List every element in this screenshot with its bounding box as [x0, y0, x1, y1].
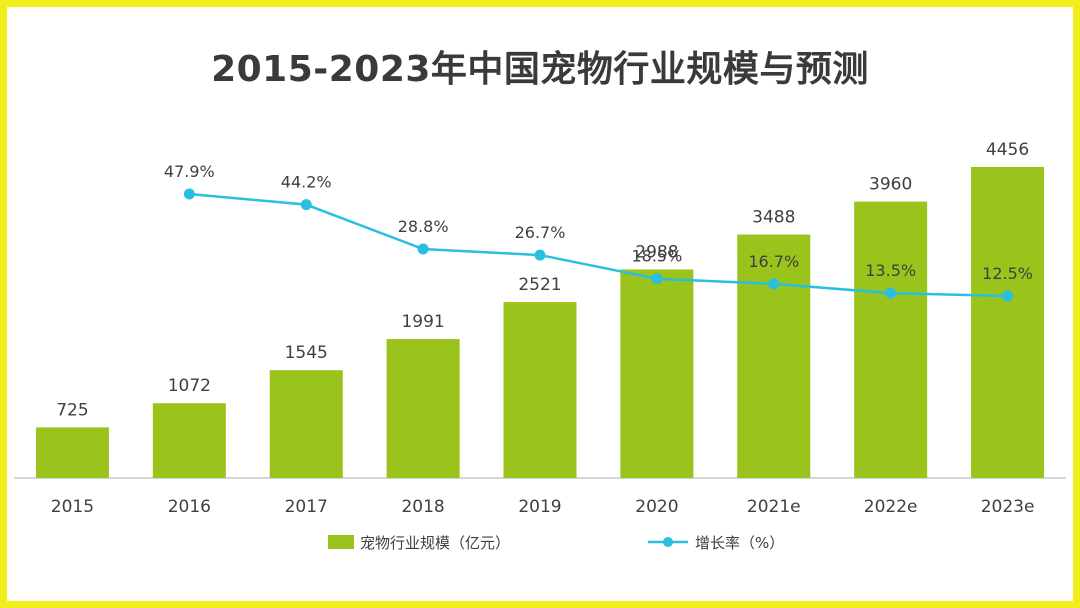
bar-value-label: 1545	[285, 343, 328, 363]
growth-rate-label: 12.5%	[982, 264, 1033, 283]
growth-rate-point	[534, 249, 546, 261]
growth-rate-label: 44.2%	[281, 173, 332, 192]
x-tick-label: 2019	[518, 497, 561, 517]
x-tick-label: 2015	[51, 497, 94, 517]
bar-2019	[503, 302, 577, 478]
legend-line-marker	[663, 537, 673, 547]
bar-value-label: 2988	[635, 242, 678, 262]
bar-2015	[35, 427, 109, 478]
bar-value-label: 4456	[986, 140, 1029, 160]
bar-2023e	[971, 167, 1045, 478]
x-tick-label: 2022e	[864, 497, 918, 517]
line-layer	[183, 188, 1014, 302]
growth-rate-point	[300, 199, 312, 211]
x-tick-label: 2020	[635, 497, 678, 517]
bar-value-label: 1991	[401, 312, 444, 332]
bar-2020	[620, 269, 694, 478]
bar-2018	[386, 339, 460, 478]
growth-rate-point	[768, 278, 780, 290]
x-tick-label: 2021e	[747, 497, 801, 517]
bar-2017	[269, 370, 343, 478]
legend-line-label: 增长率（%）	[695, 534, 784, 552]
legend-bar-swatch	[328, 535, 354, 549]
bar-value-label: 2521	[518, 275, 561, 295]
growth-rate-point	[885, 287, 897, 299]
ticks-layer: 2015 2016 2017 2018 2019 2020 2021e 2022e 2023e	[51, 497, 1035, 517]
bar-value-label: 3960	[869, 175, 912, 195]
chart-title: 2015-2023年中国宠物行业规模与预测	[211, 49, 869, 90]
bar-value-label: 3488	[752, 208, 795, 228]
bars-layer	[35, 167, 1045, 478]
growth-rate-label: 13.5%	[865, 261, 916, 280]
bar-2016	[152, 403, 226, 478]
bar-value-label: 1072	[168, 376, 211, 396]
legend-bar-label: 宠物行业规模（亿元）	[360, 534, 510, 552]
growth-rate-point	[1002, 290, 1014, 302]
growth-rate-label: 26.7%	[515, 223, 566, 242]
growth-rate-label: 47.9%	[164, 162, 215, 181]
x-tick-label: 2018	[401, 497, 444, 517]
growth-rate-label: 16.7%	[748, 252, 799, 271]
bar-value-label: 725	[56, 400, 88, 420]
labels-layer: 725 1072 47.9% 1545 44.2% 1991 28.8% 2521 26.7% 2…	[56, 140, 1033, 420]
x-tick-label: 2017	[285, 497, 328, 517]
growth-rate-line	[189, 192, 1008, 298]
legend: 宠物行业规模（亿元） 增长率（%）	[328, 534, 784, 552]
x-tick-label: 2023e	[981, 497, 1035, 517]
x-tick-label: 2016	[168, 497, 211, 517]
growth-rate-label: 18.5%	[631, 247, 682, 266]
growth-rate-point	[417, 243, 429, 255]
growth-rate-point	[651, 273, 663, 285]
growth-rate-point	[183, 188, 195, 200]
bar-2022e	[854, 201, 928, 478]
growth-rate-label: 28.8%	[398, 217, 449, 236]
bar-2021e	[737, 234, 811, 478]
